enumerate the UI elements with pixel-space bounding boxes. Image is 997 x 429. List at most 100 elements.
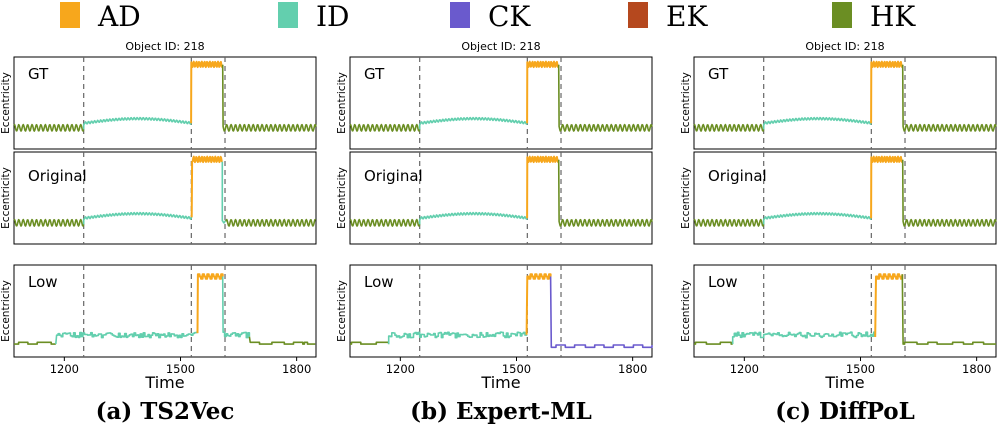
y-axis-label: Eccentricity bbox=[336, 280, 348, 342]
legend-swatch-ck bbox=[450, 2, 470, 28]
y-axis-label: Eccentricity bbox=[0, 167, 12, 229]
x-tick-label: 1200 bbox=[50, 362, 79, 376]
x-axis-label: Time bbox=[144, 373, 184, 392]
subplot-gt: GT Eccentricity bbox=[680, 56, 997, 150]
series-segment-ad bbox=[874, 273, 904, 338]
series-segment-hk bbox=[225, 218, 317, 227]
y-axis-label: Eccentricity bbox=[336, 72, 348, 134]
series-segment-hk bbox=[349, 218, 421, 227]
subplot-frame bbox=[13, 56, 317, 150]
y-axis-label: Eccentricity bbox=[680, 72, 692, 134]
y-axis-label: Eccentricity bbox=[0, 280, 12, 342]
series-segment-hk bbox=[557, 64, 653, 132]
panels: Object ID: 218 GT Eccentricity Original Ecce… bbox=[0, 40, 997, 425]
legend-label-ck: CK bbox=[488, 0, 531, 33]
chart-1: Object ID: 218 GT Eccentricity Original Ecce… bbox=[0, 40, 317, 425]
subplot-frame bbox=[349, 264, 653, 358]
legend-swatch-hk bbox=[832, 2, 852, 28]
row-label: GT bbox=[708, 65, 729, 83]
series-segment-hk bbox=[13, 123, 85, 132]
chart-title: Object ID: 218 bbox=[125, 40, 204, 53]
series-segment-hk bbox=[557, 159, 653, 227]
y-axis-label: Eccentricity bbox=[0, 72, 12, 134]
subfigure-caption: (a) TS2Vec bbox=[96, 398, 235, 425]
chart-2: Object ID: 218 GT Eccentricity Original Ecce… bbox=[336, 40, 653, 425]
x-tick-label: 1500 bbox=[502, 362, 531, 376]
series-segment-ad bbox=[526, 155, 560, 219]
x-tick-label: 1800 bbox=[282, 362, 311, 376]
subfigure-caption: (c) DiffPoL bbox=[775, 398, 915, 425]
legend-label-ad: AD bbox=[97, 0, 141, 33]
y-axis-label: Eccentricity bbox=[680, 280, 692, 342]
legend-label-hk: HK bbox=[870, 0, 916, 33]
series-segment-id bbox=[55, 331, 199, 345]
subplot-original: Original Eccentricity bbox=[0, 151, 317, 245]
y-axis-label: Eccentricity bbox=[680, 167, 692, 229]
series-segment-hk bbox=[221, 64, 317, 132]
subplot-gt: GT Eccentricity bbox=[336, 56, 653, 150]
subplot-gt: GT Eccentricity bbox=[0, 56, 317, 150]
subplot-frame bbox=[13, 151, 317, 245]
subplot-frame bbox=[349, 56, 653, 150]
series-segment-ad bbox=[190, 60, 224, 124]
subfigure-caption: (b) Expert-ML bbox=[410, 398, 592, 425]
legend-label-id: ID bbox=[316, 0, 350, 33]
y-axis-label: Eccentricity bbox=[336, 167, 348, 229]
subplot-frame bbox=[349, 151, 653, 245]
series-segment-id bbox=[82, 116, 192, 130]
series-segment-id bbox=[762, 116, 872, 130]
row-label: Low bbox=[708, 273, 738, 291]
series-segment-id bbox=[221, 161, 227, 224]
legend-swatch-ad bbox=[60, 2, 80, 28]
legend-swatch-ek bbox=[628, 2, 648, 28]
series-segment-id bbox=[221, 276, 251, 339]
chart-title: Object ID: 218 bbox=[461, 40, 540, 53]
x-tick-label: 1200 bbox=[386, 362, 415, 376]
series-segment-ad bbox=[870, 155, 904, 219]
row-label: GT bbox=[28, 65, 49, 83]
subplot-original: Original Eccentricity bbox=[680, 151, 997, 245]
series-segment-ad bbox=[525, 273, 552, 335]
series-segment-ad bbox=[870, 60, 904, 124]
x-tick-label: 1500 bbox=[846, 362, 875, 376]
x-tick-label: 1200 bbox=[730, 362, 759, 376]
x-axis-label: Time bbox=[824, 373, 864, 392]
subplot-low: Low Eccentricity bbox=[0, 264, 317, 358]
subplot-frame bbox=[693, 56, 997, 150]
row-label: Original bbox=[708, 167, 767, 185]
x-tick-label: 1800 bbox=[962, 362, 991, 376]
row-label: Low bbox=[28, 273, 58, 291]
series-segment-id bbox=[418, 116, 528, 130]
series-segment-hk bbox=[13, 218, 85, 227]
subplot-frame bbox=[13, 264, 317, 358]
series-segment-hk bbox=[901, 274, 996, 345]
legend: AD ID CK EK HK bbox=[60, 0, 916, 33]
series-segment-id bbox=[82, 211, 193, 225]
series-segment-hk bbox=[694, 341, 733, 345]
series-segment-ad bbox=[190, 155, 224, 218]
series-segment-id bbox=[418, 211, 528, 225]
series-segment-ck bbox=[549, 276, 653, 349]
series-segment-hk bbox=[901, 159, 997, 227]
series-segment-hk bbox=[350, 341, 390, 345]
subplot-frame bbox=[693, 264, 997, 358]
series-segment-hk bbox=[248, 336, 316, 345]
series-segment-id bbox=[387, 331, 528, 345]
row-label: Original bbox=[28, 167, 87, 185]
x-tick-label: 1800 bbox=[618, 362, 647, 376]
subplot-low: Low Eccentricity bbox=[336, 264, 653, 358]
legend-label-ek: EK bbox=[666, 0, 708, 33]
series-segment-hk bbox=[349, 123, 421, 132]
x-tick-label: 1500 bbox=[166, 362, 195, 376]
series-segment-hk bbox=[693, 123, 765, 132]
subplot-original: Original Eccentricity bbox=[336, 151, 653, 245]
chart-title: Object ID: 218 bbox=[805, 40, 884, 53]
x-axis-label: Time bbox=[480, 373, 520, 392]
series-segment-ad bbox=[196, 273, 224, 334]
series-segment-hk bbox=[901, 64, 997, 132]
series-segment-id bbox=[762, 211, 872, 225]
series-segment-id bbox=[731, 331, 876, 345]
subplot-low: Low Eccentricity bbox=[680, 264, 997, 358]
series-segment-hk bbox=[14, 341, 56, 345]
